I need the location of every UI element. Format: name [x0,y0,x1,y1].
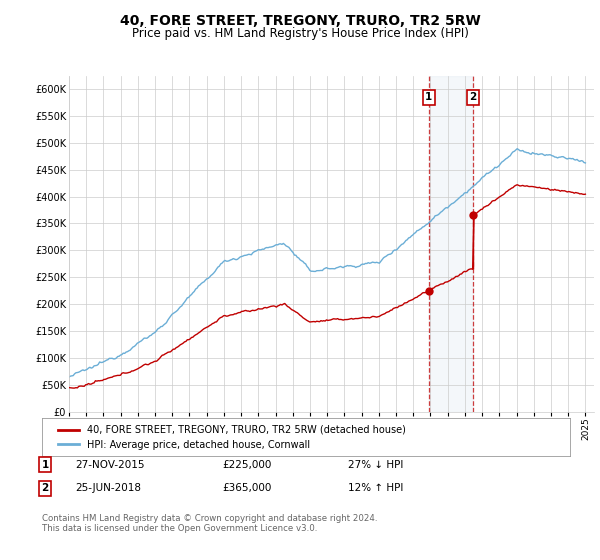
Text: 27% ↓ HPI: 27% ↓ HPI [348,460,403,470]
Text: Price paid vs. HM Land Registry's House Price Index (HPI): Price paid vs. HM Land Registry's House … [131,27,469,40]
Text: 12% ↑ HPI: 12% ↑ HPI [348,483,403,493]
Text: 2: 2 [41,483,49,493]
Text: 40, FORE STREET, TREGONY, TRURO, TR2 5RW: 40, FORE STREET, TREGONY, TRURO, TR2 5RW [119,14,481,28]
Text: £225,000: £225,000 [222,460,271,470]
Text: £365,000: £365,000 [222,483,271,493]
Legend: 40, FORE STREET, TREGONY, TRURO, TR2 5RW (detached house), HPI: Average price, d: 40, FORE STREET, TREGONY, TRURO, TR2 5RW… [52,419,412,456]
Text: 25-JUN-2018: 25-JUN-2018 [75,483,141,493]
Text: Contains HM Land Registry data © Crown copyright and database right 2024.
This d: Contains HM Land Registry data © Crown c… [42,514,377,534]
Text: 1: 1 [425,92,433,102]
Text: 27-NOV-2015: 27-NOV-2015 [75,460,145,470]
Text: 2: 2 [470,92,477,102]
Text: 1: 1 [41,460,49,470]
Bar [429,76,473,412]
